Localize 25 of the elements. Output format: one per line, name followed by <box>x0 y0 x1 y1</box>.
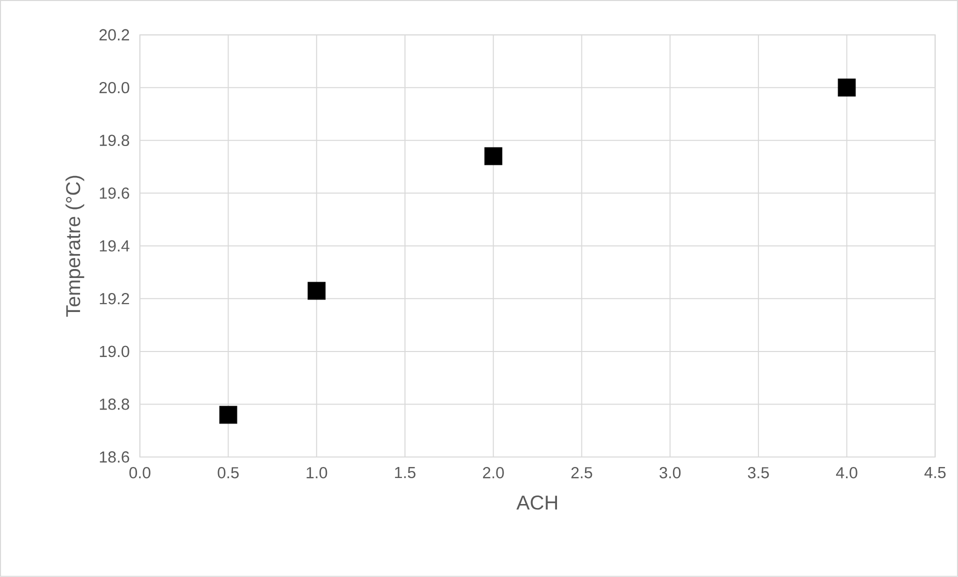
y-tick-label: 19.8 <box>100 134 130 146</box>
x-tick-label: 4.5 <box>924 467 946 478</box>
x-tick-label: 0.5 <box>218 467 239 478</box>
x-axis-title: ACH <box>516 496 557 510</box>
x-tick-label: 3.0 <box>660 467 681 478</box>
y-tick-label: 19.4 <box>100 240 130 252</box>
x-tick-label: 3.5 <box>748 467 769 478</box>
x-tick-label: 4.0 <box>836 467 858 478</box>
point <box>219 406 238 424</box>
y-tick-label: 19.6 <box>100 188 130 199</box>
y-tick-label: 20.0 <box>99 82 130 94</box>
x-tick-label: 2.0 <box>483 467 504 478</box>
y-tick-label: 20.2 <box>99 29 130 41</box>
y-tick-label: 19.0 <box>100 346 130 358</box>
point <box>484 147 502 166</box>
x-tick-label: 1.0 <box>306 467 328 478</box>
x-tick-label: 2.5 <box>571 467 592 478</box>
x-tick-label: 0.0 <box>129 467 150 478</box>
y-axis-title: Temperatre (°C) <box>66 176 84 317</box>
y-tick-label: 18.6 <box>100 451 130 463</box>
x-tick-label: 1.5 <box>395 467 416 478</box>
point <box>308 282 326 300</box>
y-tick-label: 19.2 <box>100 293 130 304</box>
point <box>838 78 856 97</box>
y-tick-label: 18.8 <box>100 398 130 410</box>
